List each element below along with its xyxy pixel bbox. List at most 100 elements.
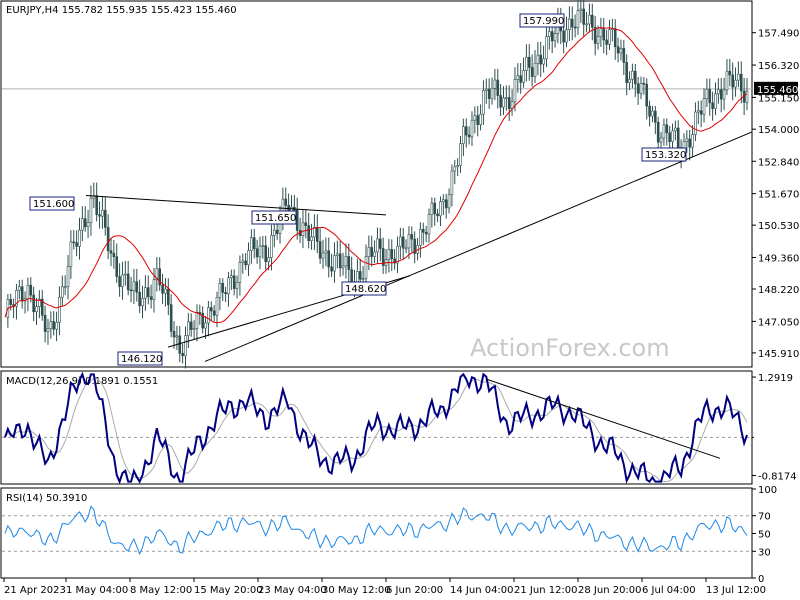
candle-body	[201, 313, 204, 329]
macd-signal-line	[4, 377, 748, 483]
last-price-tag	[754, 81, 798, 95]
price-tick-label: 149.360	[758, 254, 799, 265]
annotation-label: 146.120	[121, 354, 162, 365]
candle-body	[593, 26, 597, 44]
rsi-tick-label: 70	[758, 512, 771, 523]
rsi-panel-frame	[0, 487, 753, 579]
candle-body	[198, 311, 202, 314]
annotation-label: 148.620	[345, 284, 386, 295]
candle-body	[737, 73, 740, 81]
price-panel-frame	[0, 0, 753, 368]
candle-body	[135, 281, 139, 293]
rsi-tick-label: 30	[758, 547, 771, 558]
candle-body	[247, 250, 250, 266]
candle-body	[685, 138, 689, 143]
candle-body	[327, 250, 331, 268]
annotation-box	[251, 210, 297, 225]
candle-body	[164, 288, 167, 294]
candle-body	[576, 10, 580, 29]
candle-body	[739, 73, 743, 92]
candle-body	[522, 70, 525, 83]
candle-body	[493, 79, 497, 89]
price-tick-label: 154.000	[758, 125, 799, 136]
candle-body	[121, 274, 124, 287]
candle-body	[376, 238, 379, 253]
candle-body	[227, 277, 230, 295]
annotation-box	[519, 13, 565, 28]
candle-body	[72, 241, 76, 244]
candle-body	[705, 89, 709, 99]
candle-body	[745, 90, 749, 103]
annotation-label: 151.650	[255, 213, 296, 224]
macd-value-tag	[754, 430, 794, 444]
candle-body	[450, 170, 454, 196]
candle-body	[665, 124, 669, 134]
candle-body	[691, 134, 694, 148]
candle-body	[459, 143, 462, 166]
candle-body	[536, 54, 540, 64]
candle-body	[18, 286, 21, 291]
candle-body	[642, 82, 646, 85]
candle-body	[393, 258, 396, 264]
candle-body	[714, 93, 717, 109]
candle-body	[608, 29, 611, 45]
candle-body	[106, 227, 110, 252]
support-trendline-2	[204, 131, 753, 362]
macd-trendline	[485, 378, 721, 459]
candle-body	[433, 202, 437, 215]
candle-body	[209, 307, 213, 312]
candle-body	[361, 277, 365, 280]
candle-body	[318, 241, 322, 259]
candle-body	[387, 249, 391, 260]
annotation-box	[117, 351, 163, 366]
candle-body	[404, 247, 408, 250]
macd-label: MACD(12,26,9) 0.1891 0.1551	[6, 376, 158, 387]
candle-body	[530, 67, 534, 77]
candle-body	[444, 199, 448, 209]
candle-body	[725, 70, 729, 91]
candle-body	[516, 75, 520, 80]
price-tick-label: 147.050	[758, 317, 799, 328]
candle-body	[255, 248, 259, 258]
candle-body	[550, 31, 554, 42]
candle-body	[356, 271, 359, 283]
candle-body	[708, 89, 712, 104]
time-tick-label: 30 May 12:00	[322, 585, 391, 596]
candle-body	[115, 256, 119, 277]
annotation-label: 157.990	[523, 16, 564, 27]
time-tick-label: 14 Jun 04:00	[450, 585, 514, 596]
candle-body	[453, 166, 457, 172]
candle-body	[519, 75, 522, 83]
candle-body	[83, 218, 87, 228]
rsi-line	[4, 505, 748, 556]
candle-body	[548, 31, 551, 37]
candle-body	[109, 250, 113, 254]
candle-body	[419, 229, 422, 246]
candle-body	[26, 284, 30, 300]
watermark: ActionForex.com	[470, 334, 670, 362]
candle-body	[252, 237, 256, 250]
candle-body	[728, 70, 732, 76]
candle-body	[175, 335, 179, 338]
time-tick-label: 13 Jul 12:00	[706, 585, 766, 596]
candle-body	[141, 297, 144, 307]
candle-body	[401, 236, 405, 249]
candle-body	[38, 298, 41, 307]
candle-body	[132, 281, 136, 292]
candle-body	[633, 70, 637, 85]
candle-body	[235, 282, 239, 289]
candle-body	[207, 307, 210, 324]
candle-body	[261, 245, 265, 247]
candle-body	[651, 110, 654, 117]
candle-body	[341, 265, 345, 269]
candle-body	[181, 352, 184, 357]
price-tick-label: 155.150	[758, 93, 799, 104]
candle-body	[161, 284, 164, 294]
rsi-label: RSI(14) 50.3910	[6, 493, 87, 504]
candle-body	[505, 97, 508, 99]
candle-body	[590, 14, 594, 28]
candle-body	[172, 331, 176, 338]
candle-body	[502, 97, 505, 108]
annotation-box	[29, 196, 75, 211]
candle-body	[399, 236, 402, 247]
